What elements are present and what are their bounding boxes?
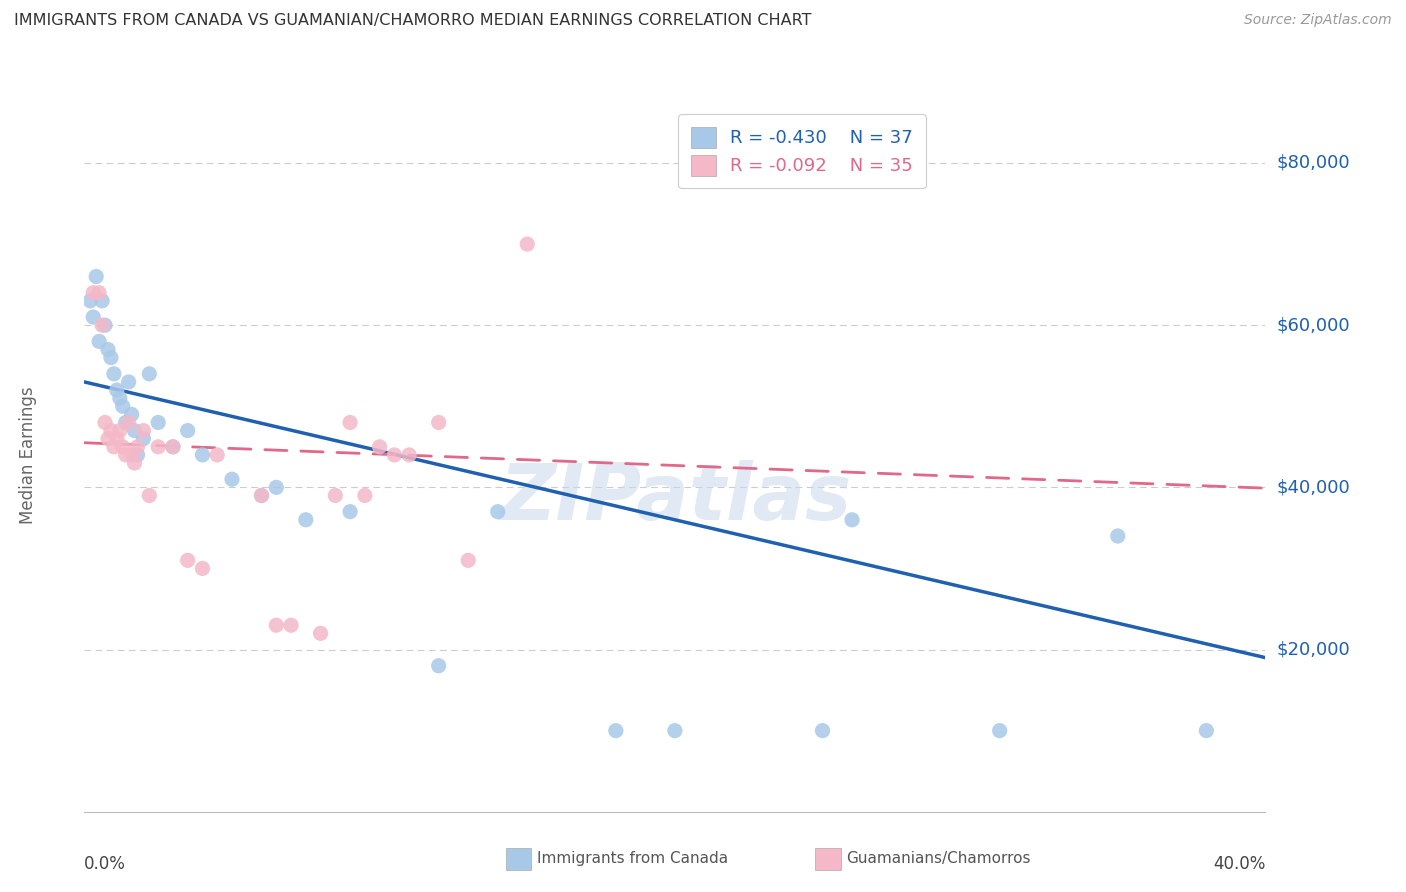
Text: IMMIGRANTS FROM CANADA VS GUAMANIAN/CHAMORRO MEDIAN EARNINGS CORRELATION CHART: IMMIGRANTS FROM CANADA VS GUAMANIAN/CHAM…: [14, 13, 811, 29]
Point: [339, 416, 361, 430]
Text: Immigrants from Canada: Immigrants from Canada: [537, 852, 728, 866]
Point: [1107, 529, 1129, 543]
Point: [811, 723, 834, 738]
Point: [250, 488, 273, 502]
Point: [118, 375, 141, 389]
Point: [138, 488, 160, 502]
Point: [91, 293, 114, 308]
Text: Source: ZipAtlas.com: Source: ZipAtlas.com: [1244, 13, 1392, 28]
Point: [114, 416, 136, 430]
Point: [191, 561, 214, 575]
Point: [427, 416, 450, 430]
Point: [124, 424, 146, 438]
Point: [177, 553, 200, 567]
Point: [103, 367, 125, 381]
Point: [124, 456, 146, 470]
Point: [127, 440, 149, 454]
Text: 0.0%: 0.0%: [84, 855, 127, 872]
Point: [841, 513, 863, 527]
Point: [486, 505, 509, 519]
Point: [97, 432, 120, 446]
Point: [191, 448, 214, 462]
Point: [100, 351, 122, 365]
Point: [205, 448, 228, 462]
Point: [427, 658, 450, 673]
Point: [457, 553, 479, 567]
Point: [132, 424, 155, 438]
Text: ZIPatlas: ZIPatlas: [499, 459, 851, 536]
Point: [221, 472, 243, 486]
Point: [91, 318, 114, 333]
Point: [162, 440, 184, 454]
Text: $40,000: $40,000: [1277, 478, 1350, 496]
Text: 40.0%: 40.0%: [1213, 855, 1265, 872]
Point: [121, 408, 143, 422]
Point: [516, 237, 538, 252]
Point: [97, 343, 120, 357]
Point: [177, 424, 200, 438]
Point: [339, 505, 361, 519]
Text: $20,000: $20,000: [1277, 640, 1350, 658]
Text: $60,000: $60,000: [1277, 316, 1350, 334]
Point: [108, 391, 131, 405]
Point: [264, 618, 288, 632]
Point: [121, 448, 143, 462]
Point: [108, 424, 131, 438]
Point: [398, 448, 420, 462]
Point: [100, 424, 122, 438]
Legend: R = -0.430    N = 37, R = -0.092    N = 35: R = -0.430 N = 37, R = -0.092 N = 35: [678, 114, 925, 188]
Point: [127, 448, 149, 462]
Text: Median Earnings: Median Earnings: [20, 386, 37, 524]
Point: [84, 269, 107, 284]
Point: [664, 723, 686, 738]
Point: [87, 334, 111, 349]
Point: [264, 480, 288, 494]
Point: [105, 432, 128, 446]
Point: [323, 488, 347, 502]
Point: [82, 310, 104, 324]
Point: [988, 723, 1011, 738]
Point: [118, 416, 141, 430]
Point: [138, 367, 160, 381]
Point: [82, 285, 104, 300]
Point: [295, 513, 318, 527]
Point: [148, 416, 170, 430]
Point: [105, 383, 128, 397]
Point: [1195, 723, 1218, 738]
Point: [605, 723, 627, 738]
Point: [111, 440, 134, 454]
Text: Guamanians/Chamorros: Guamanians/Chamorros: [846, 852, 1031, 866]
Point: [354, 488, 377, 502]
Text: $80,000: $80,000: [1277, 154, 1350, 172]
Point: [111, 399, 134, 413]
Point: [79, 293, 101, 308]
Point: [148, 440, 170, 454]
Point: [87, 285, 111, 300]
Point: [309, 626, 332, 640]
Point: [162, 440, 184, 454]
Point: [280, 618, 302, 632]
Point: [114, 448, 136, 462]
Point: [382, 448, 406, 462]
Point: [94, 318, 117, 333]
Point: [103, 440, 125, 454]
Point: [250, 488, 273, 502]
Point: [94, 416, 117, 430]
Point: [368, 440, 391, 454]
Point: [132, 432, 155, 446]
